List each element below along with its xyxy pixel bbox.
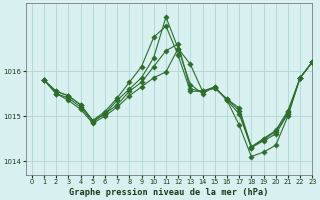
- X-axis label: Graphe pression niveau de la mer (hPa): Graphe pression niveau de la mer (hPa): [69, 188, 269, 197]
